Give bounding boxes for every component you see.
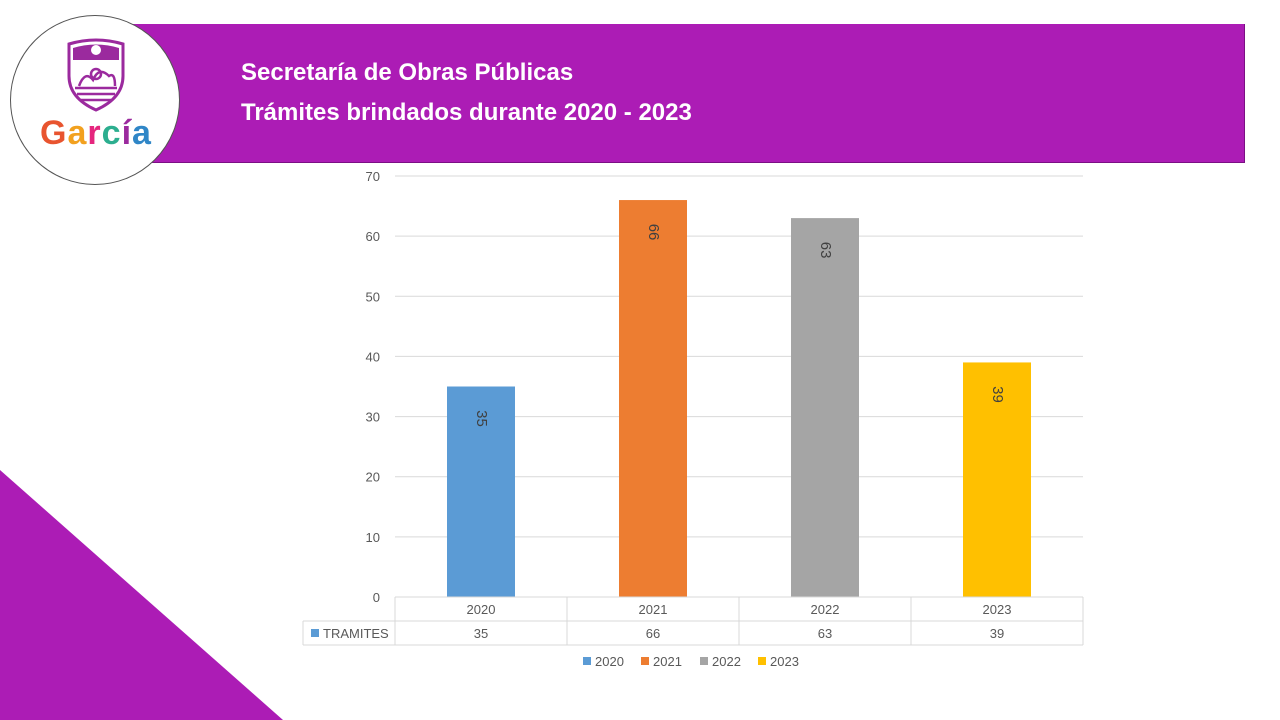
header-banner: Secretaría de Obras Públicas Trámites br… [120,24,1245,163]
bar-2020 [447,386,515,597]
y-tick-label: 0 [373,590,380,605]
table-cell: 63 [818,626,832,641]
legend-swatch [583,657,591,665]
table-row-label: TRAMITES [323,626,389,641]
x-tick-label: 2022 [811,602,840,617]
data-label: 35 [473,410,490,427]
y-tick-label: 20 [366,470,380,485]
logo-text: García [40,114,152,152]
y-tick-label: 40 [366,349,380,364]
bar-2023 [963,362,1031,597]
y-tick-label: 10 [366,530,380,545]
legend-entry: 2023 [770,654,799,669]
corner-decoration [0,470,283,720]
x-tick-label: 2023 [983,602,1012,617]
y-tick-label: 60 [366,229,380,244]
y-tick-label: 70 [366,169,380,184]
data-label: 63 [817,242,834,259]
legend-swatch [758,657,766,665]
logo: García [10,15,180,185]
bar-2022 [791,218,859,597]
y-tick-label: 50 [366,289,380,304]
table-row-key [311,629,319,637]
bar-2021 [619,200,687,598]
legend-entry: 2022 [712,654,741,669]
x-tick-label: 2020 [467,602,496,617]
x-tick-label: 2021 [639,602,668,617]
table-cell: 35 [474,626,488,641]
legend-entry: 2020 [595,654,624,669]
shield-icon [67,38,125,112]
table-cell: 39 [990,626,1004,641]
page-title: Secretaría de Obras Públicas [241,59,574,86]
legend-swatch [700,657,708,665]
y-tick-label: 30 [366,410,380,425]
table-cell: 66 [646,626,660,641]
legend-entry: 2021 [653,654,682,669]
legend-swatch [641,657,649,665]
data-label: 66 [645,224,662,241]
data-label: 39 [989,386,1006,403]
page-subtitle: Trámites brindados durante 2020 - 2023 [241,99,692,126]
